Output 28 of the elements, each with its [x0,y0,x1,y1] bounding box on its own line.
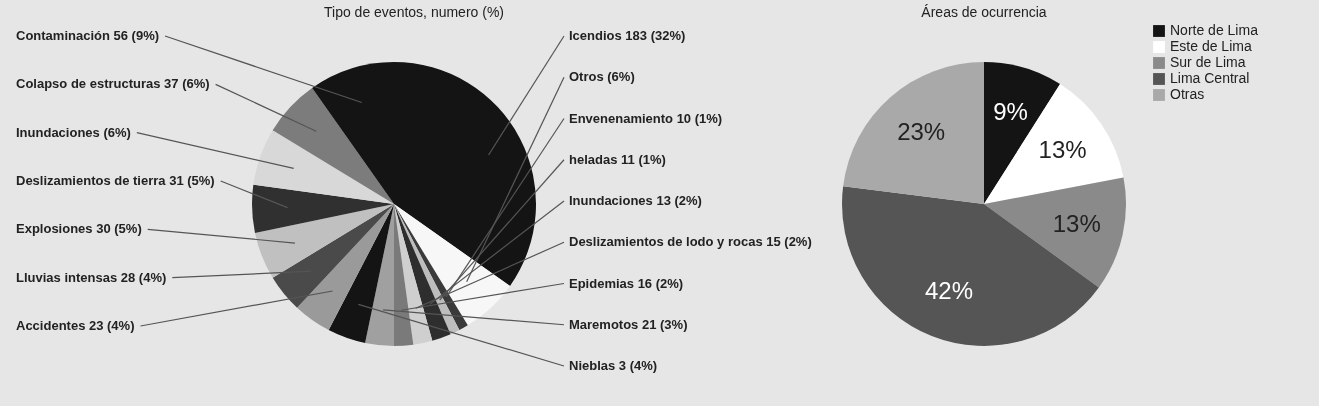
slice-label: Accidentes 23 (4%) [16,318,135,333]
slice-label: Colapso de estructuras 37 (6%) [16,76,210,92]
slice-label: Epidemias 16 (2%) [569,275,684,291]
data-label: 13% [1052,209,1101,237]
slice-label: Explosiones 30 (5%) [16,221,142,237]
slice-label: Maremotos 21 (3%) [569,316,688,332]
slice-label: Deslizamientos de tierra 31 (5%) [16,173,215,188]
slice-label: Nieblas 3 (4%) [569,358,658,373]
chart-title: Áreas de ocurrencia [921,4,1047,20]
data-label: 23% [897,117,946,145]
slice-label: Otros (6%) [569,69,635,85]
chart-title: Tipo de eventos, numero (%) [323,4,505,20]
slice-label: Contaminación 56 (9%) [16,28,160,43]
slice-label: Inundaciones 13 (2%) [569,193,702,208]
slice-label: heladas 11 (1%) [569,151,666,167]
slice-label: Icendios 183 (32%) [569,28,686,43]
slice-label: Envenenamiento 10 (1%) [569,110,723,126]
legend-label: Norte de Lima [1170,22,1259,38]
legend-label: Otras [1170,86,1205,102]
legend-label: Este de Lima [1170,38,1252,54]
data-label: 13% [1038,135,1087,163]
slice-label: Inundaciones (6%) [16,124,131,140]
legend-label: Lima Central [1170,70,1250,86]
data-label: 42% [925,277,974,305]
slice-label: Deslizamientos de lodo y rocas 15 (2%) [569,234,812,250]
slice-label: Lluvias intensas 28 (4%) [16,269,167,285]
data-label: 9% [993,97,1028,125]
legend-label: Sur de Lima [1170,54,1246,70]
